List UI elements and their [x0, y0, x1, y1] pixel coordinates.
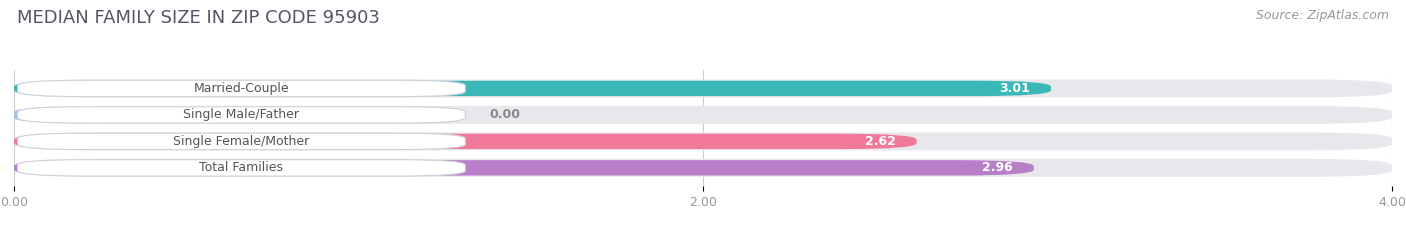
FancyBboxPatch shape [17, 133, 465, 150]
FancyBboxPatch shape [14, 79, 1392, 97]
Text: 3.01: 3.01 [1000, 82, 1031, 95]
FancyBboxPatch shape [14, 81, 1050, 96]
FancyBboxPatch shape [14, 159, 1392, 177]
FancyBboxPatch shape [17, 107, 465, 123]
Text: Married-Couple: Married-Couple [194, 82, 290, 95]
FancyBboxPatch shape [14, 106, 1392, 124]
FancyBboxPatch shape [14, 132, 1392, 150]
FancyBboxPatch shape [14, 160, 1033, 175]
Text: 2.96: 2.96 [983, 161, 1012, 174]
Text: Single Male/Father: Single Male/Father [183, 108, 299, 121]
FancyBboxPatch shape [17, 160, 465, 176]
Text: Total Families: Total Families [200, 161, 284, 174]
Text: MEDIAN FAMILY SIZE IN ZIP CODE 95903: MEDIAN FAMILY SIZE IN ZIP CODE 95903 [17, 9, 380, 27]
FancyBboxPatch shape [17, 80, 465, 97]
FancyBboxPatch shape [14, 134, 917, 149]
FancyBboxPatch shape [14, 107, 145, 123]
Text: 2.62: 2.62 [865, 135, 896, 148]
Text: Single Female/Mother: Single Female/Mother [173, 135, 309, 148]
Text: 0.00: 0.00 [489, 108, 520, 121]
Text: Source: ZipAtlas.com: Source: ZipAtlas.com [1256, 9, 1389, 22]
